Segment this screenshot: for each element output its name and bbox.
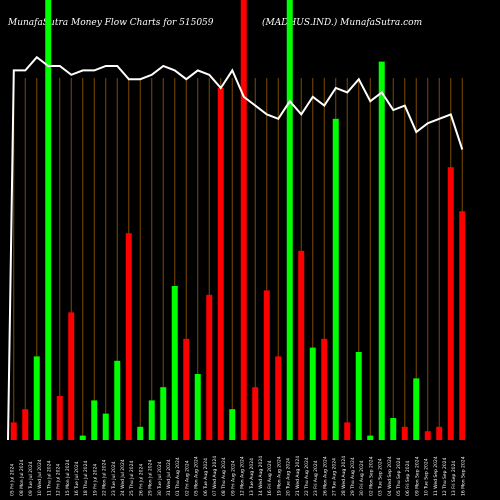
- bar-26: [298, 250, 305, 440]
- bar-20: [229, 409, 236, 440]
- x-tick-label: 08 Thu Aug 2024: [221, 457, 227, 496]
- chart-title-left: MunafaSutra Money Flow Charts for 515059: [7, 18, 214, 28]
- bar-11: [125, 233, 132, 440]
- bar-5: [56, 396, 63, 440]
- x-tick-label: 06 Fri Sep 2024: [405, 461, 411, 496]
- x-tick-label: 12 Thu Sep 2024: [442, 457, 448, 496]
- x-tick-label: 11 Thu Jul 2024: [46, 461, 52, 496]
- x-tick-label: 13 Fri Sep 2024: [451, 461, 457, 496]
- bar-31: [355, 352, 362, 440]
- bar-2: [22, 409, 29, 440]
- bar-4: [45, 0, 52, 440]
- bar-25: [286, 0, 293, 440]
- x-tick-label: 01 Thu Aug 2024: [175, 457, 181, 496]
- money-flow-line-path: [7, 55, 464, 441]
- bar-16: [183, 338, 190, 440]
- x-tick-label: 31 Wed Jul 2024: [166, 459, 172, 496]
- x-tick-label: 08 Mon Jul 2024: [19, 459, 25, 496]
- bar-13: [148, 400, 155, 440]
- x-tick-label: 05 Mon Aug 2024: [194, 456, 200, 496]
- x-tick-label: 30 Fri Aug 2024: [359, 460, 365, 496]
- x-tick-label: 18 Thu Jul 2024: [83, 461, 89, 496]
- x-tick-label: 30 Tue Jul 2024: [157, 461, 163, 496]
- x-tick-label: 12 Fri Jul 2024: [56, 464, 62, 496]
- bar-1: [10, 422, 17, 440]
- x-axis-labels: 05 Fri Jul 2024 08 Mon Jul 2024 09 Tue Jul…: [10, 456, 467, 496]
- bar-35: [401, 426, 408, 440]
- bar-3: [33, 356, 40, 440]
- bar-34: [390, 418, 397, 440]
- x-tick-label: 03 Tue Sep 2024: [378, 458, 384, 496]
- chart-title-right: (MADHUS.IND.) MunafaSutra.com: [262, 17, 422, 28]
- bar-9: [102, 413, 109, 440]
- bar-15: [171, 286, 178, 440]
- x-tick-label: 10 Tue Sep 2024: [424, 458, 430, 496]
- bar-6: [68, 312, 75, 440]
- x-tick-label: 29 Mon Jul 2024: [148, 459, 154, 496]
- x-tick-label: 15 Mon Jul 2024: [65, 459, 71, 496]
- x-tick-label: 26 Mon Aug 2024: [322, 456, 328, 496]
- x-tick-label: 22 Mon Jul 2024: [102, 459, 108, 496]
- bar-38: [436, 426, 443, 440]
- x-tick-label: 19 Fri Jul 2024: [92, 464, 98, 496]
- money-flow-line: [7, 55, 464, 441]
- bar-8: [91, 400, 98, 440]
- x-tick-label: 02 Fri Aug 2024: [184, 460, 190, 496]
- x-tick-label: 28 Wed Aug 2024: [341, 456, 347, 496]
- bar-37: [424, 431, 431, 440]
- bar-14: [160, 387, 167, 440]
- x-tick-label: 14 Wed Aug 2024: [258, 456, 264, 496]
- bar-17: [194, 374, 201, 440]
- bar-21: [240, 0, 247, 440]
- x-tick-label: 05 Fri Jul 2024: [10, 464, 16, 496]
- x-tick-label: 12 Mon Aug 2024: [240, 456, 246, 496]
- bar-36: [413, 378, 420, 440]
- bar-7: [79, 435, 86, 440]
- x-tick-label: 26 Fri Jul 2024: [138, 464, 144, 496]
- bar-27: [309, 347, 316, 440]
- x-tick-label: 25 Thu Jul 2024: [129, 461, 135, 496]
- bar-33: [378, 61, 385, 440]
- x-tick-label: 10 Wed Jul 2024: [37, 459, 43, 496]
- x-tick-label: 27 Tue Aug 2024: [332, 458, 338, 496]
- x-tick-label: 22 Thu Aug 2024: [304, 457, 310, 496]
- bar-30: [344, 422, 351, 440]
- bar-22: [252, 387, 259, 440]
- x-tick-label: 07 Wed Aug 2024: [212, 456, 218, 496]
- x-tick-label: 04 Wed Sep 2024: [387, 456, 393, 496]
- bar-23: [263, 290, 270, 440]
- bar-39: [447, 167, 454, 440]
- x-tick-label: 19 Mon Aug 2024: [276, 456, 282, 496]
- x-tick-label: 23 Tue Jul 2024: [111, 461, 117, 496]
- bar-18: [206, 294, 213, 440]
- x-tick-label: 21 Wed Aug 2024: [295, 456, 301, 496]
- bar-24: [275, 356, 282, 440]
- x-tick-label: 09 Tue Jul 2024: [28, 461, 34, 496]
- bar-40: [459, 211, 466, 440]
- x-tick-label: 16 Fri Aug 2024: [267, 460, 273, 496]
- x-tick-label: 05 Thu Sep 2024: [396, 457, 402, 496]
- bar-28: [321, 338, 328, 440]
- x-tick-label: 06 Tue Aug 2024: [203, 458, 209, 496]
- x-tick-label: 16 Mon Sep 2024: [460, 456, 466, 496]
- x-tick-label: 20 Tue Aug 2024: [286, 458, 292, 496]
- bars: [10, 0, 466, 441]
- x-tick-label: 24 Wed Jul 2024: [120, 459, 126, 496]
- bar-10: [114, 360, 121, 440]
- x-tick-label: 09 Fri Aug 2024: [230, 460, 236, 496]
- bar-32: [367, 435, 374, 440]
- x-tick-label: 16 Tue Jul 2024: [74, 461, 80, 496]
- bar-29: [332, 118, 339, 441]
- bar-19: [217, 88, 224, 440]
- x-tick-label: 23 Fri Aug 2024: [313, 460, 319, 496]
- bar-12: [137, 426, 144, 440]
- x-tick-label: 09 Mon Sep 2024: [414, 456, 420, 496]
- x-tick-label: 29 Thu Aug 2024: [350, 457, 356, 496]
- x-tick-label: 13 Tue Aug 2024: [249, 458, 255, 496]
- x-tick-label: 02 Mon Sep 2024: [368, 456, 374, 496]
- x-tick-label: 11 Wed Sep 2024: [433, 456, 439, 496]
